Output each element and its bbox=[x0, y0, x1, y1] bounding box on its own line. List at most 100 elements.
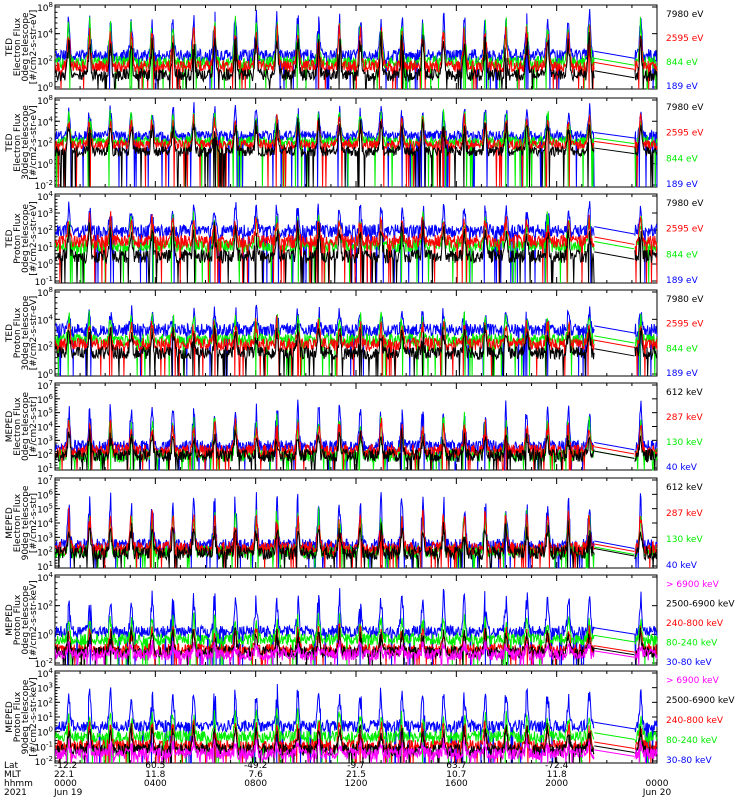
legend-entry: 130 keV bbox=[666, 535, 703, 545]
x-tick-mlt: 10.7 bbox=[446, 770, 466, 780]
series-line bbox=[55, 722, 595, 764]
gap-bridge-line bbox=[594, 137, 635, 145]
series-line bbox=[55, 102, 595, 188]
series-line bbox=[634, 740, 658, 764]
gap-bridge-line bbox=[594, 647, 635, 656]
gap-bridge-line bbox=[594, 721, 635, 730]
gap-bridge-line bbox=[594, 251, 635, 260]
legend-entry: 7980 eV bbox=[666, 199, 704, 209]
y-tick-label: 10-2 bbox=[35, 657, 53, 670]
series-line bbox=[55, 399, 595, 471]
series-line bbox=[55, 520, 595, 569]
x-tick-mlt: 21.5 bbox=[346, 770, 366, 780]
legend-entry: 30-80 keV bbox=[666, 658, 712, 668]
legend-entry: 189 eV bbox=[666, 369, 699, 379]
y-tick-label: 108 bbox=[37, 286, 53, 299]
gap-bridge-line bbox=[594, 335, 635, 344]
y-tick-label: 107 bbox=[37, 474, 53, 487]
y-tick-label: 100 bbox=[37, 628, 53, 641]
series-line bbox=[634, 35, 658, 90]
y-axis-label: TED bbox=[5, 229, 15, 248]
y-axis-label: [#/cm2-s-str-eV] bbox=[29, 105, 39, 180]
gap-bridge-line bbox=[594, 61, 635, 70]
x-tick-hhmm: 0400 bbox=[144, 779, 167, 789]
y-tick-label: 107 bbox=[37, 379, 53, 392]
y-tick-label: 104 bbox=[37, 313, 53, 326]
x-tick-lat: -49.2 bbox=[244, 761, 267, 771]
y-axis-label: Electron Flux bbox=[13, 397, 23, 456]
x-tick-lat: 63.7 bbox=[446, 761, 466, 771]
legend-entry: 189 eV bbox=[666, 82, 699, 92]
legend-entry: 7980 eV bbox=[666, 103, 704, 113]
legend-entry: 844 eV bbox=[666, 250, 699, 260]
x-tick-mlt: 11.8 bbox=[547, 770, 567, 780]
y-axis-label: MEPED bbox=[5, 701, 15, 733]
y-axis-label: TED bbox=[5, 133, 15, 152]
gap-bridge-line bbox=[594, 548, 635, 557]
y-tick-label: 104 bbox=[37, 571, 53, 584]
x-tick-hhmm: 1600 bbox=[445, 779, 468, 789]
y-axis-label: MEPED bbox=[5, 604, 15, 636]
legend-entry: 2595 eV bbox=[666, 225, 704, 235]
gap-bridge-line bbox=[594, 450, 635, 459]
y-axis-label: [#/cm2-s-str-keV] bbox=[29, 677, 39, 756]
gap-bridge-line bbox=[594, 70, 635, 79]
legend-entry: 80-240 keV bbox=[666, 736, 718, 746]
x-tick-lat: -72.4 bbox=[545, 761, 569, 771]
gap-bridge-line bbox=[594, 732, 635, 740]
y-axis-label: TED bbox=[5, 324, 15, 343]
gap-bridge-line bbox=[594, 446, 635, 455]
series-line bbox=[55, 31, 595, 90]
gap-bridge-line bbox=[594, 339, 635, 348]
y-tick-label: 10-2 bbox=[35, 755, 53, 768]
y-axis-label: 0deg telescope bbox=[21, 392, 31, 462]
gap-bridge-line bbox=[594, 240, 635, 250]
legend-entry: 844 eV bbox=[666, 58, 699, 68]
y-axis-label: [#/cm2-s-str-keV] bbox=[29, 580, 39, 659]
x-row-label: 2021 bbox=[4, 788, 27, 798]
x-tick-hhmm: 0800 bbox=[244, 779, 267, 789]
series-line bbox=[634, 111, 658, 188]
x-tick-date: Jun 19 bbox=[53, 788, 83, 798]
y-tick-label: 103 bbox=[37, 682, 53, 695]
y-axis-label: 30deg telescope bbox=[21, 105, 31, 180]
y-axis-label: MEPED bbox=[5, 507, 15, 539]
y-axis-label: [#/cm2-s-str] bbox=[29, 396, 39, 456]
y-tick-label: 101 bbox=[37, 462, 53, 475]
series-line bbox=[634, 205, 658, 284]
legend-entry: 80-240 keV bbox=[666, 639, 718, 649]
legend-entry: 612 keV bbox=[666, 483, 703, 493]
y-tick-label: 101 bbox=[37, 711, 53, 724]
legend-entry: 2595 eV bbox=[666, 129, 704, 139]
series-line bbox=[634, 312, 658, 377]
series-line bbox=[634, 35, 658, 90]
y-axis-label: 0deg telescope bbox=[21, 204, 31, 274]
legend-entry: 189 eV bbox=[666, 180, 699, 190]
y-tick-label: 108 bbox=[37, 94, 53, 107]
y-tick-label: 102 bbox=[37, 224, 53, 237]
series-line bbox=[55, 211, 595, 284]
gap-bridge-line bbox=[594, 131, 635, 139]
gap-bridge-line bbox=[594, 226, 635, 235]
gap-bridge-line bbox=[594, 325, 635, 334]
y-axis-label: 90deg telescope bbox=[21, 679, 31, 754]
y-axis-label: Proton Flux bbox=[13, 594, 23, 645]
x-tick-lat: -9.7 bbox=[347, 761, 365, 771]
x-tick-lat: -12.2 bbox=[54, 761, 77, 771]
gap-bridge-line bbox=[594, 540, 635, 549]
series-line bbox=[634, 627, 658, 666]
legend-entry: > 6900 keV bbox=[666, 580, 720, 590]
y-tick-label: 100 bbox=[37, 158, 53, 171]
x-tick-hhmm: 0000 bbox=[646, 779, 669, 789]
gap-bridge-line bbox=[594, 147, 635, 155]
legend-entry: 2595 eV bbox=[666, 320, 704, 330]
y-axis-label: Electron Flux bbox=[13, 493, 23, 552]
y-axis-label: 30deg telescope bbox=[21, 295, 31, 370]
y-tick-label: 103 bbox=[37, 434, 53, 447]
y-tick-label: 102 bbox=[37, 696, 53, 709]
